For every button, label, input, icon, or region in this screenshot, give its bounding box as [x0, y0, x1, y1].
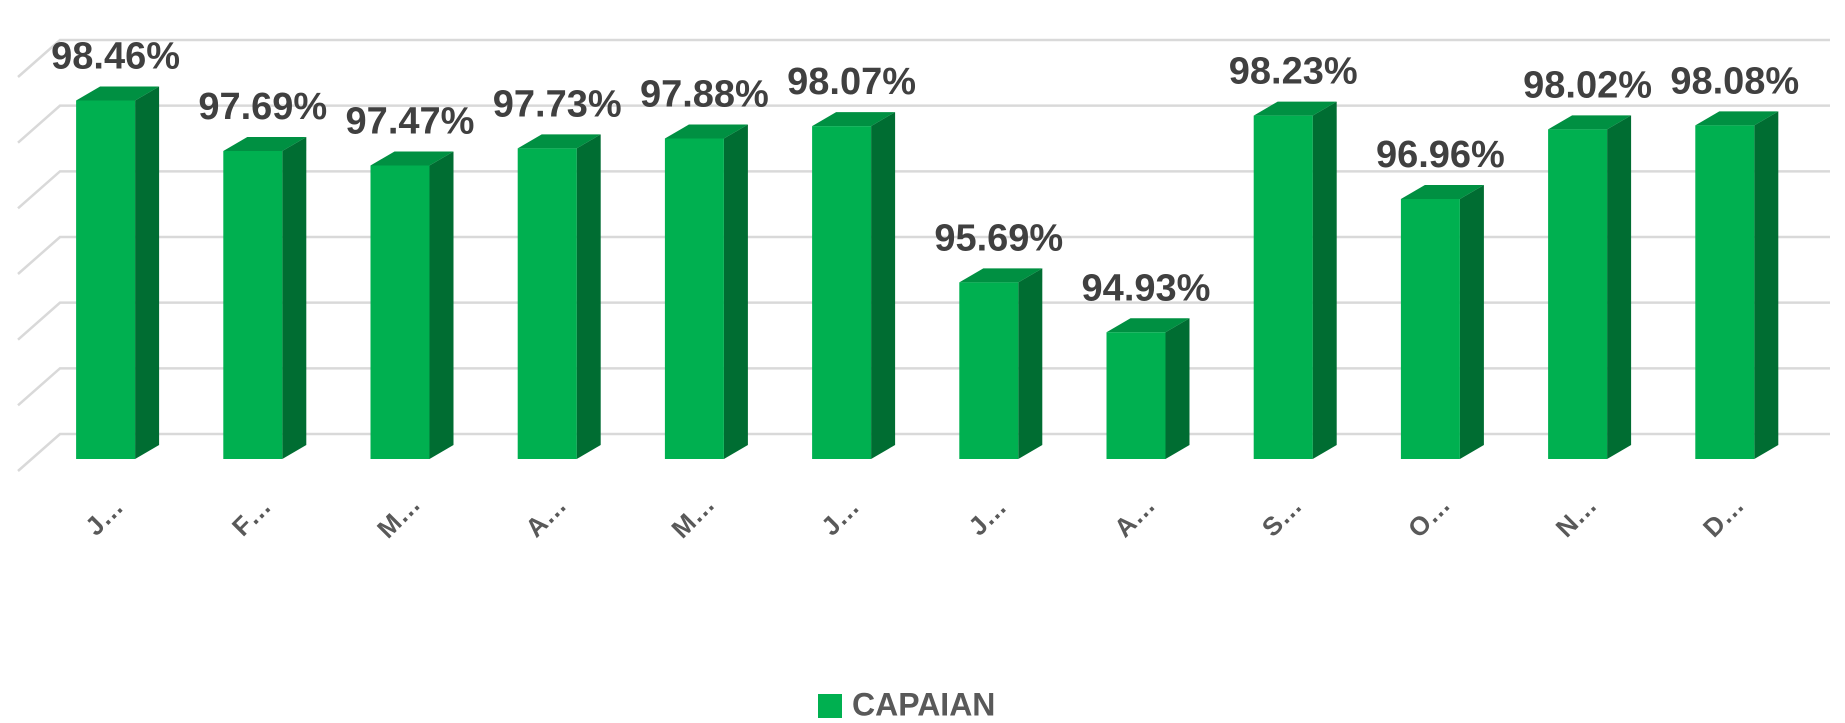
value-label: 98.02%: [1523, 64, 1652, 106]
value-label: 98.08%: [1670, 60, 1799, 102]
x-tick-label: J…: [79, 492, 129, 542]
x-tick-label: F…: [226, 491, 277, 542]
bar-front: [1548, 129, 1608, 459]
bar-top: [370, 151, 454, 166]
x-tick-label: M…: [371, 489, 426, 544]
bar-side: [576, 134, 601, 459]
bar-side: [429, 151, 454, 459]
bar-front: [812, 126, 872, 459]
x-tick-label: D…: [1697, 490, 1750, 543]
bar-top: [76, 86, 160, 101]
bar: [1106, 318, 1190, 459]
bar-top: [517, 134, 601, 149]
grid-line: [17, 38, 1830, 78]
grid-line: [17, 104, 1830, 144]
bar-front: [1695, 125, 1755, 459]
value-label: 96.96%: [1376, 134, 1505, 176]
bar-front: [959, 282, 1019, 459]
x-tick-label: N…: [1550, 490, 1603, 543]
value-label: 98.07%: [787, 61, 916, 103]
grid-line: [17, 367, 1830, 407]
bar-front: [664, 138, 724, 459]
value-label: 95.69%: [934, 217, 1063, 259]
bar-side: [1018, 268, 1043, 459]
bar: [1253, 101, 1337, 460]
bar-top: [959, 268, 1043, 283]
bar-front: [1106, 332, 1166, 459]
bar: [812, 112, 896, 459]
x-tick-label: S…: [1256, 491, 1308, 543]
bar-top: [1253, 101, 1337, 116]
bar: [664, 124, 748, 460]
bar-side: [1754, 111, 1779, 459]
grid-line: [17, 301, 1830, 341]
x-tick-label: A…: [1108, 490, 1161, 543]
bar: [1400, 184, 1484, 459]
grid-line: [17, 235, 1830, 275]
bar-side: [135, 86, 160, 460]
bar-top: [223, 137, 307, 152]
value-label: 97.88%: [640, 74, 769, 116]
bar-top: [1548, 115, 1632, 130]
bar: [1548, 115, 1632, 459]
value-label: 94.93%: [1082, 267, 1211, 309]
bar: [370, 151, 454, 459]
x-tick-label: J…: [962, 492, 1012, 542]
legend-swatch: [818, 694, 842, 718]
bar-side: [1312, 101, 1337, 460]
x-tick-label: J…: [815, 492, 865, 542]
value-label: 97.69%: [198, 86, 327, 128]
value-label: 98.46%: [51, 35, 180, 77]
bar-top: [1695, 111, 1779, 126]
x-tick-label: A…: [519, 490, 572, 543]
bar-side: [282, 137, 307, 460]
bar: [959, 268, 1043, 459]
bar-side: [723, 124, 748, 460]
bar-side: [1607, 115, 1632, 459]
bar: [517, 134, 601, 459]
legend-label: CAPAIAN: [852, 686, 995, 722]
bar-top: [812, 112, 896, 127]
bar-front: [76, 100, 136, 460]
bar-front: [223, 151, 283, 460]
bar-front: [1253, 115, 1313, 460]
grid-line: [17, 432, 1830, 472]
bar-side: [1165, 318, 1190, 459]
bar-front: [517, 148, 577, 459]
value-label: 97.73%: [493, 83, 622, 125]
bar: [223, 137, 307, 460]
bar: [1695, 111, 1779, 459]
bar-front: [370, 165, 430, 459]
value-label: 98.23%: [1229, 51, 1358, 93]
bar: [76, 86, 160, 460]
x-tick-label: O…: [1402, 490, 1456, 544]
bar-top: [1400, 184, 1484, 199]
bar-top: [1106, 318, 1190, 333]
bar-front: [1400, 198, 1460, 459]
bar-top: [664, 124, 748, 139]
grid-line: [17, 170, 1830, 210]
value-label: 97.47%: [346, 101, 475, 143]
bar-side: [871, 112, 896, 459]
bar-side: [1459, 184, 1484, 459]
x-tick-label: M…: [665, 489, 720, 544]
